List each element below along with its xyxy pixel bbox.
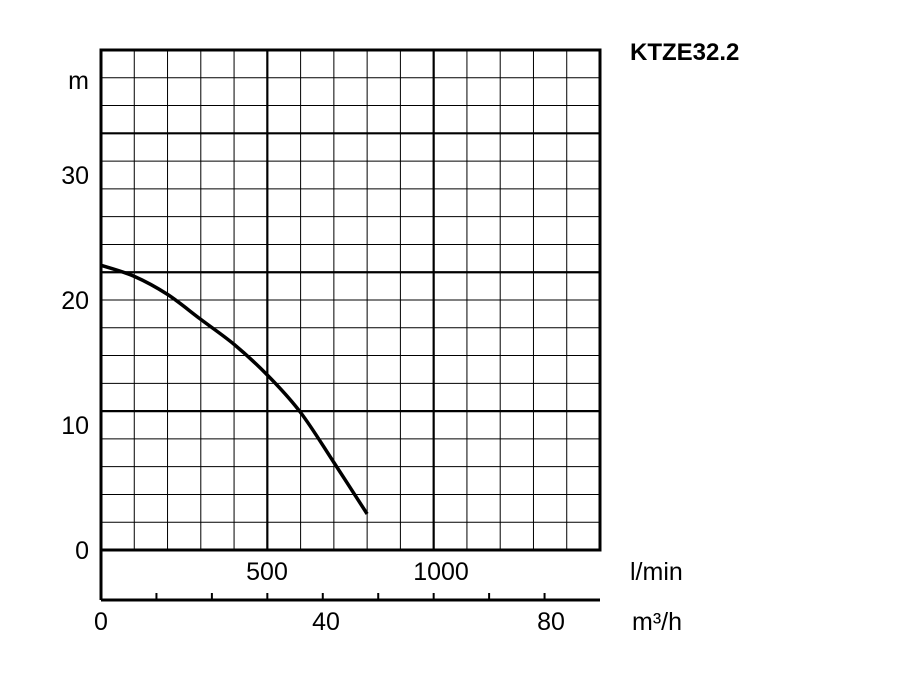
y-axis-unit-label: m — [68, 67, 89, 95]
x-secondary-tick-label-80: 80 — [537, 608, 565, 636]
chart-grid — [101, 50, 600, 550]
plot-frame — [99, 48, 602, 552]
y-tick-label-20: 20 — [61, 287, 89, 315]
y-tick-label-30: 30 — [61, 162, 89, 190]
x-primary-tick-label-500: 500 — [246, 558, 288, 586]
x-secondary-unit-label: m³/h — [632, 608, 682, 636]
x-primary-unit-label: l/min — [630, 558, 683, 586]
secondary-axis-ticks — [155, 593, 546, 600]
x-secondary-tick-label-40: 40 — [312, 608, 340, 636]
y-tick-label-10: 10 — [61, 412, 89, 440]
y-tick-label-0: 0 — [75, 537, 89, 565]
x-primary-tick-label-1000: 1000 — [413, 558, 469, 586]
chart-title: KTZE32.2 — [630, 39, 739, 66]
x-secondary-tick-label-0: 0 — [94, 608, 108, 636]
head-flow-curve — [100, 263, 369, 515]
